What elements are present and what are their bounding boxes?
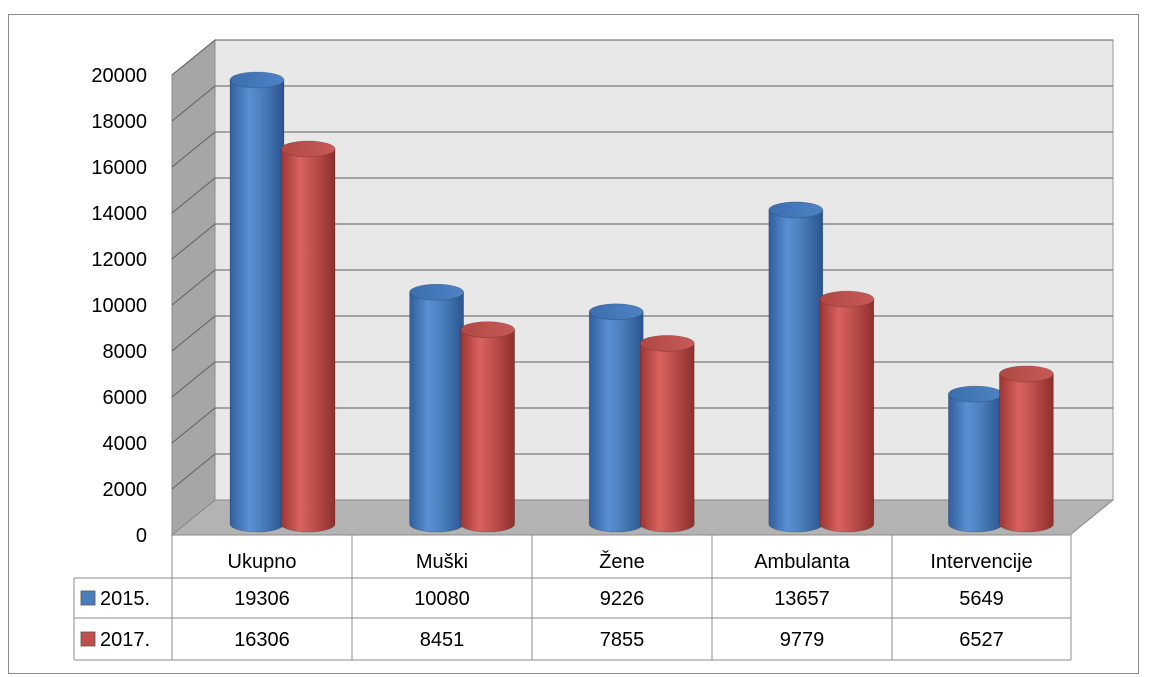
table-cell: 6527 <box>959 629 1004 651</box>
bar <box>409 283 464 533</box>
bar-body <box>999 373 1054 533</box>
bar-top <box>280 140 336 158</box>
series-label: 2017. <box>100 629 150 651</box>
bar <box>280 140 336 533</box>
gridline-side <box>171 39 216 76</box>
bar <box>999 365 1054 533</box>
table-cell: 8451 <box>420 629 465 651</box>
gridline-side <box>171 269 216 306</box>
gridline-side <box>171 177 216 214</box>
y-axis-tick-labels: 0 2000 4000 6000 8000 10000 12000 14000 16000 180… <box>91 65 147 547</box>
y-tick-label: 20000 <box>91 65 147 87</box>
bar-top <box>409 283 464 301</box>
bar-top <box>639 335 695 352</box>
table-cell: 13657 <box>774 588 830 610</box>
bar-body <box>819 298 875 533</box>
bar <box>768 201 824 533</box>
bar <box>819 290 875 533</box>
bar-body <box>460 329 515 533</box>
bars <box>229 71 1054 533</box>
bar-body <box>409 291 464 533</box>
bar <box>229 71 285 533</box>
bar <box>948 385 1003 533</box>
y-tick-label: 12000 <box>91 249 147 271</box>
category-label: Žene <box>599 550 645 573</box>
bar-top <box>588 303 644 321</box>
bar-body <box>639 343 695 533</box>
gridline-side <box>171 85 216 122</box>
gridline-side <box>171 453 216 490</box>
bar-top <box>819 290 875 308</box>
bar-body <box>588 311 644 533</box>
legend-swatch <box>80 590 96 606</box>
data-table: Ukupno Muški Žene Ambulanta Intervencije 2015… <box>73 535 1072 661</box>
table-cell: 9226 <box>600 588 645 610</box>
y-tick-label: 0 <box>136 525 147 547</box>
category-label: Muški <box>416 551 468 573</box>
y-tick-label: 14000 <box>91 203 147 225</box>
bar-body <box>280 148 336 533</box>
gridline-side <box>171 315 216 352</box>
series-label: 2015. <box>100 588 150 610</box>
y-tick-label: 4000 <box>103 433 148 455</box>
y-tick-label: 16000 <box>91 157 147 179</box>
bar <box>588 303 644 533</box>
gridline-side <box>171 131 216 168</box>
table-cell: 9779 <box>780 629 825 651</box>
gridline-side <box>171 407 216 444</box>
bar-body <box>768 209 824 533</box>
table-cell: 19306 <box>234 588 290 610</box>
table-cell: 5649 <box>959 588 1004 610</box>
category-label: Intervencije <box>930 551 1032 573</box>
y-tick-label: 18000 <box>91 111 147 133</box>
table-cell: 16306 <box>234 629 290 651</box>
y-tick-label: 2000 <box>103 479 148 501</box>
bar-top <box>460 321 515 338</box>
bar-body <box>229 79 285 533</box>
category-label: Ambulanta <box>754 551 850 573</box>
bar-top <box>999 365 1054 383</box>
bar <box>639 335 695 533</box>
bar-top <box>229 71 285 89</box>
y-tick-label: 8000 <box>103 341 148 363</box>
gridline-side <box>171 223 216 260</box>
table-cell: 7855 <box>600 629 645 651</box>
legend-swatch <box>80 631 96 647</box>
gridline-side <box>171 361 216 398</box>
y-tick-label: 6000 <box>103 387 148 409</box>
bar-top <box>948 385 1003 403</box>
category-label: Ukupno <box>228 551 297 573</box>
bar-top <box>768 201 824 219</box>
table-cell: 10080 <box>414 588 470 610</box>
bar-body <box>948 393 1003 533</box>
bar <box>460 321 515 533</box>
y-tick-label: 10000 <box>91 295 147 317</box>
